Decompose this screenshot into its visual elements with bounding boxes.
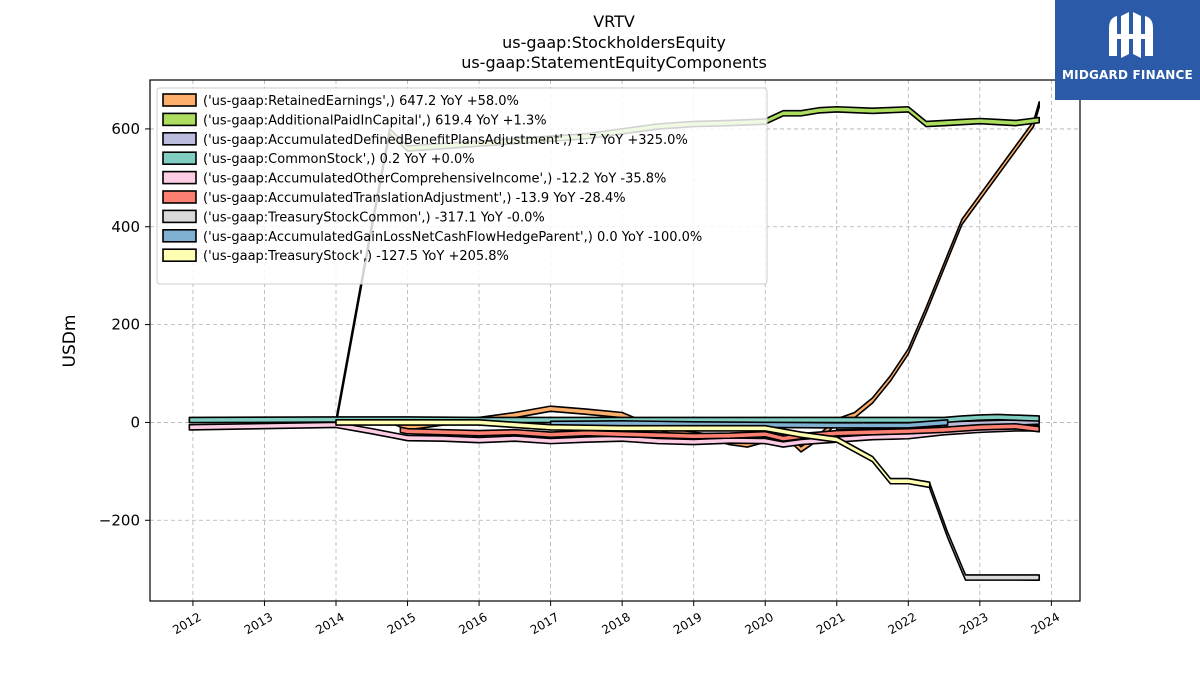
y-tick-label: −200 [99, 511, 140, 529]
series-band-6 [928, 482, 1041, 581]
y-tick-label: 200 [111, 316, 140, 334]
legend-entry: ('us-gaap:RetainedEarnings',) 647.2 YoY … [203, 94, 519, 109]
legend-entry: ('us-gaap:CommonStock',) 0.2 YoY +0.0% [203, 152, 475, 167]
x-tick-label: 2018 [599, 610, 632, 637]
y-tick-label: 400 [111, 218, 140, 236]
chart-title-line-3: us-gaap:StatementEquityComponents [461, 53, 767, 72]
x-tick-label: 2013 [242, 610, 275, 637]
legend-entry: ('us-gaap:AccumulatedTranslationAdjustme… [203, 191, 626, 206]
y-tick-label: 600 [111, 120, 140, 138]
legend-swatch [162, 93, 197, 107]
legend-swatch [162, 132, 197, 146]
legend-swatch [162, 229, 197, 243]
legend-entry: ('us-gaap:AccumulatedGainLossNetCashFlow… [203, 230, 702, 245]
brand-logo: MIDGARD FINANCE [1055, 0, 1200, 100]
legend-swatch [162, 170, 197, 185]
x-tick-label: 2015 [385, 610, 418, 637]
legend-swatch [162, 151, 197, 165]
series-band-8 [335, 419, 931, 489]
x-tick-label: 2016 [456, 610, 489, 637]
legend-entry: ('us-gaap:AccumulatedDefinedBenefitPlans… [203, 133, 688, 148]
midgard-logo-icon [1055, 6, 1200, 70]
legend-box [156, 87, 768, 285]
legend-entry: ('us-gaap:AccumulatedOtherComprehensiveI… [203, 172, 666, 187]
legend-entry: ('us-gaap:AdditionalPaidInCapital',) 619… [203, 113, 547, 128]
brand-name: MIDGARD FINANCE [1062, 68, 1193, 82]
legend: ('us-gaap:RetainedEarnings',) 647.2 YoY … [156, 87, 768, 285]
legend-entry: ('us-gaap:TreasuryStockCommon',) -317.1 … [203, 210, 545, 225]
x-tick-label: 2019 [671, 610, 704, 637]
x-tick-label: 2017 [528, 610, 561, 637]
x-tick-label: 2024 [1029, 610, 1062, 637]
legend-swatch [162, 112, 197, 127]
x-tick-label: 2022 [886, 610, 919, 637]
axes-frame [149, 79, 1081, 602]
x-tick-label: 2020 [743, 610, 776, 637]
legend-swatch [162, 190, 197, 204]
chart-title-line-1: VRTV [593, 12, 635, 31]
y-tick-label: 0 [130, 413, 140, 431]
legend-entry: ('us-gaap:TreasuryStock',) -127.5 YoY +2… [203, 249, 509, 264]
x-tick-label: 2023 [957, 610, 990, 637]
legend-swatch [162, 209, 197, 224]
x-tick-label: 2021 [814, 610, 847, 637]
legend-swatch [162, 248, 197, 262]
x-tick-label: 2012 [170, 610, 203, 637]
x-tick-label: 2014 [313, 610, 346, 637]
y-axis-label: USDm [60, 315, 80, 368]
chart-title: VRTV us-gaap:StockholdersEquity us-gaap:… [461, 12, 767, 72]
chart-title-line-2: us-gaap:StockholdersEquity [502, 33, 726, 52]
